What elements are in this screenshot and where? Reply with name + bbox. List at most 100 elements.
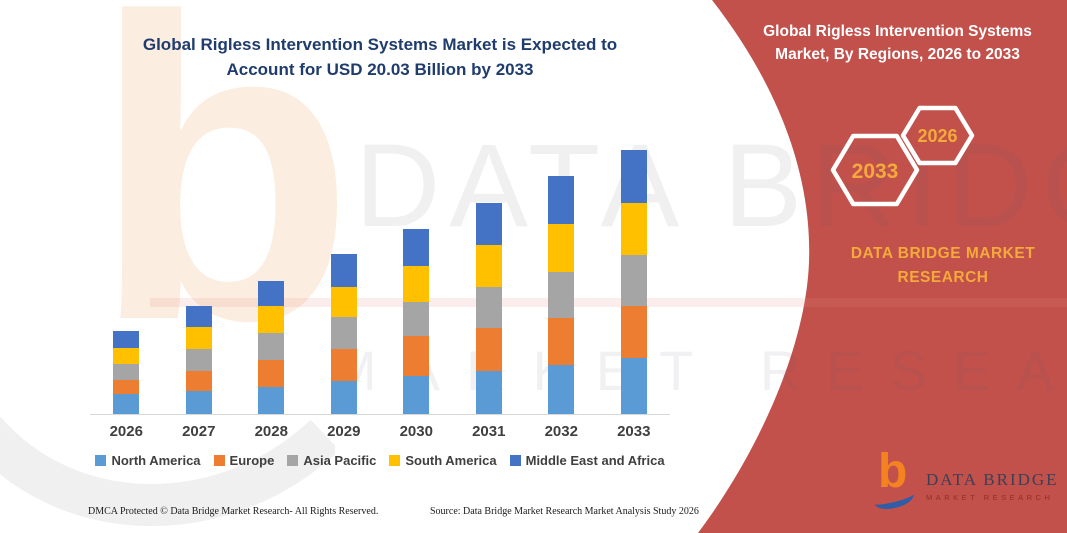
brand-text-line1: DATA BRIDGE MARKET xyxy=(850,245,1036,262)
bar-segment-south-america xyxy=(113,348,140,365)
bar-segment-south-america xyxy=(548,224,575,272)
bar-column-2027 xyxy=(163,140,236,414)
bar-segment-north-america xyxy=(113,394,140,414)
legend-item-south-america: South America xyxy=(389,453,497,468)
bar-segment-north-america xyxy=(475,371,502,414)
bar-segment-asia-pacific xyxy=(113,364,140,380)
x-axis-label-2032: 2032 xyxy=(544,423,578,440)
bar-segment-asia-pacific xyxy=(185,348,212,371)
x-axis-label-2029: 2029 xyxy=(327,423,361,440)
bar-segment-middle-east-and-africa xyxy=(330,254,357,288)
bar-segment-asia-pacific xyxy=(330,317,357,350)
legend-swatch-middle-east-and-africa xyxy=(509,455,521,466)
banner-title: Global Rigless Intervention Systems Mark… xyxy=(740,20,1055,66)
footer-logo: b DATA BRIDGE MARKET RESEARCH xyxy=(872,448,1059,513)
bar-segment-north-america xyxy=(548,365,575,414)
bar-segment-south-america xyxy=(620,203,647,255)
stacked-bar-2033 xyxy=(620,150,647,414)
bar-segment-europe xyxy=(258,360,285,387)
bar-segment-middle-east-and-africa xyxy=(548,176,575,224)
dmca-notice: DMCA Protected © Data Bridge Market Rese… xyxy=(88,506,379,517)
bar-segment-middle-east-and-africa xyxy=(113,331,140,349)
bar-segment-middle-east-and-africa xyxy=(258,281,285,306)
legend-swatch-asia-pacific xyxy=(287,455,299,466)
legend-item-middle-east-and-africa: Middle East and Africa xyxy=(509,453,665,468)
legend-label-south-america: South America xyxy=(405,453,497,468)
bar-segment-north-america xyxy=(403,376,430,414)
bar-segment-europe xyxy=(475,328,502,372)
x-axis-label-2030: 2030 xyxy=(399,423,433,440)
hexagon-2026-label: 2026 xyxy=(917,126,957,146)
bar-segment-europe xyxy=(185,370,212,391)
bar-segment-middle-east-and-africa xyxy=(403,229,430,267)
bar-segment-europe xyxy=(548,318,575,365)
stacked-bar-2032 xyxy=(548,176,575,414)
bar-segment-asia-pacific xyxy=(403,302,430,337)
chart-title-line2: Account for USD 20.03 Billion by 2033 xyxy=(226,60,534,79)
logo-tagline: MARKET RESEARCH xyxy=(926,493,1054,502)
source-notice: Source: Data Bridge Market Research Mark… xyxy=(430,506,699,517)
logo-b-glyph: b xyxy=(878,445,908,498)
x-axis-label-2028: 2028 xyxy=(254,423,288,440)
bar-segment-europe xyxy=(620,306,647,358)
banner-title-line2: Market, By Regions, 2026 to 2033 xyxy=(775,46,1020,63)
bar-segment-middle-east-and-africa xyxy=(185,306,212,327)
legend-swatch-south-america xyxy=(389,455,401,466)
bar-segment-south-america xyxy=(258,306,285,333)
bar-segment-north-america xyxy=(330,381,357,414)
stacked-bar-2029 xyxy=(330,254,357,414)
stacked-bar-2030 xyxy=(403,229,430,414)
bar-segment-north-america xyxy=(185,390,212,414)
bar-segment-asia-pacific xyxy=(548,272,575,318)
stacked-bar-2027 xyxy=(185,306,212,414)
stacked-bar-2031 xyxy=(475,203,502,414)
legend-swatch-north-america xyxy=(95,455,107,466)
hexagon-badges: 2033 2026 xyxy=(830,105,975,207)
bar-segment-north-america xyxy=(620,358,647,414)
x-axis-label-2031: 2031 xyxy=(472,423,506,440)
x-axis-label-2027: 2027 xyxy=(182,423,216,440)
chart-title: Global Rigless Intervention Systems Mark… xyxy=(95,32,665,82)
legend-item-europe: Europe xyxy=(213,453,275,468)
bar-column-2031 xyxy=(453,140,526,414)
chart-title-line1: Global Rigless Intervention Systems Mark… xyxy=(142,35,618,54)
bar-segment-south-america xyxy=(475,245,502,288)
x-axis-label-2026: 2026 xyxy=(109,423,143,440)
bar-segment-europe xyxy=(113,380,140,394)
bar-column-2029 xyxy=(308,140,381,414)
bar-column-2028 xyxy=(235,140,308,414)
data-bridge-logo-icon: b xyxy=(872,448,918,513)
bar-segment-europe xyxy=(403,336,430,377)
legend-label-europe: Europe xyxy=(229,453,275,468)
legend-item-north-america: North America xyxy=(95,453,201,468)
banner-title-line1: Global Rigless Intervention Systems xyxy=(763,23,1032,40)
brand-text: DATA BRIDGE MARKET RESEARCH xyxy=(818,242,1067,290)
bar-column-2030 xyxy=(380,140,453,414)
x-axis-labels: 2026 2027 2028 2029 2030 2031 2032 2033 xyxy=(90,423,670,440)
bar-segment-europe xyxy=(330,349,357,382)
bar-segment-middle-east-and-africa xyxy=(620,150,647,203)
hexagon-2026 xyxy=(900,105,975,166)
bar-segment-asia-pacific xyxy=(258,333,285,360)
stacked-bar-2028 xyxy=(258,281,285,414)
hexagon-2033-label: 2033 xyxy=(852,160,899,183)
logo-name: DATA BRIDGE xyxy=(926,470,1059,489)
chart-legend: North America Europe Asia Pacific South Ame… xyxy=(80,453,680,468)
banner-shape xyxy=(698,0,1067,533)
legend-swatch-europe xyxy=(213,455,225,466)
hexagon-2033 xyxy=(830,133,920,207)
bar-chart xyxy=(90,140,670,415)
bar-segment-south-america xyxy=(330,287,357,318)
bar-segment-asia-pacific xyxy=(620,255,647,306)
bar-segment-north-america xyxy=(258,387,285,414)
bar-column-2026 xyxy=(90,140,163,414)
legend-label-middle-east-and-africa: Middle East and Africa xyxy=(525,453,665,468)
bar-segment-middle-east-and-africa xyxy=(475,203,502,246)
logo-text: DATA BRIDGE MARKET RESEARCH xyxy=(926,470,1059,502)
bar-segment-south-america xyxy=(403,266,430,303)
bar-column-2032 xyxy=(525,140,598,414)
legend-label-asia-pacific: Asia Pacific xyxy=(303,453,377,468)
legend-item-asia-pacific: Asia Pacific xyxy=(287,453,376,468)
